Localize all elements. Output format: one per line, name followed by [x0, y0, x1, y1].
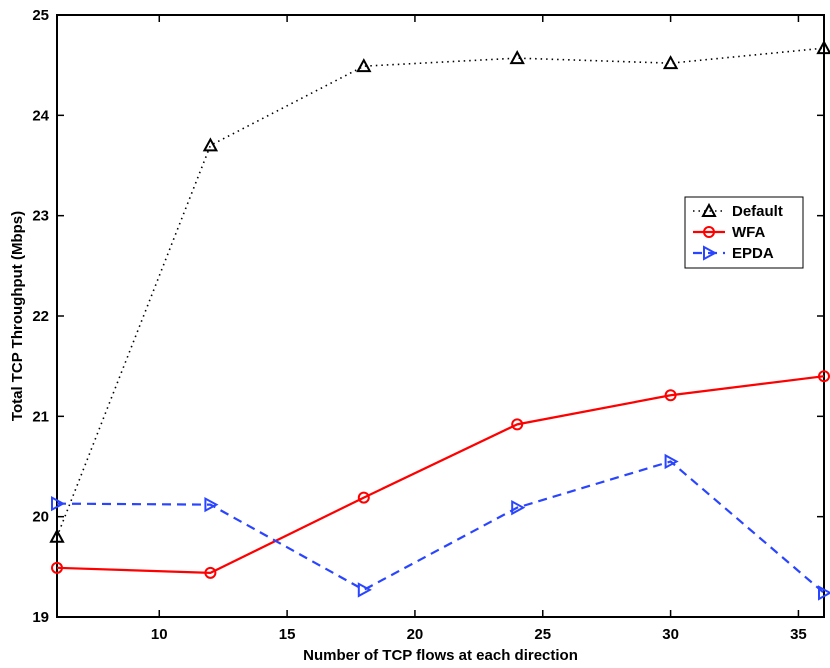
data-point-wfa	[51, 561, 63, 574]
x-tick-label: 35	[790, 626, 807, 643]
legend-label-wfa: WFA	[732, 224, 765, 241]
x-tick-label: 10	[151, 626, 168, 643]
legend-marker-epda	[703, 245, 718, 261]
data-point-wfa	[664, 389, 677, 402]
data-point-default	[816, 40, 830, 55]
x-tick-label: 15	[279, 626, 296, 643]
data-point-default	[49, 528, 65, 543]
data-point-epda	[818, 585, 830, 601]
series-epda	[51, 453, 830, 601]
y-tick-label: 19	[32, 609, 49, 626]
x-tick-label: 25	[534, 626, 551, 643]
legend-label-epda: EPDA	[732, 245, 774, 262]
data-point-default	[662, 55, 679, 70]
data-point-default	[202, 137, 219, 152]
y-tick-label: 20	[32, 509, 49, 526]
data-point-default	[509, 50, 525, 65]
axes	[56, 14, 825, 618]
y-tick-label: 21	[32, 408, 49, 425]
x-tick-label: 20	[407, 626, 424, 643]
plot-frame	[56, 14, 825, 618]
y-axis-title: Total TCP Throughput (Mbps)	[9, 211, 26, 421]
data-point-default	[356, 58, 372, 73]
data-point-epda	[357, 582, 372, 598]
data-point-epda	[204, 496, 219, 513]
data-point-wfa	[511, 418, 524, 431]
series-wfa	[51, 370, 830, 579]
data-point-wfa	[818, 370, 830, 383]
legend-label-default: Default	[732, 203, 783, 220]
legend-marker-default	[701, 202, 717, 217]
data-series	[49, 40, 830, 601]
legend: Default WFA EPDA	[684, 196, 804, 269]
series-default	[49, 40, 830, 543]
y-tick-label: 23	[32, 208, 49, 225]
data-point-epda	[511, 499, 526, 516]
data-point-wfa	[204, 566, 217, 579]
y-axis-ticks: 19 20 21 22 23 24 25	[32, 7, 824, 626]
data-point-epda	[51, 495, 66, 512]
data-point-wfa	[357, 491, 370, 504]
data-point-epda	[664, 453, 679, 470]
y-tick-label: 25	[32, 7, 49, 24]
x-axis-title: Number of TCP flows at each direction	[303, 647, 578, 664]
legend-marker-wfa	[703, 226, 715, 238]
y-tick-label: 22	[32, 308, 49, 325]
series-line-epda	[56, 460, 825, 594]
x-tick-label: 30	[662, 626, 679, 643]
y-tick-label: 24	[32, 107, 49, 124]
x-axis-ticks: 10 15 20 25 30 35	[151, 15, 807, 643]
series-line-default	[56, 47, 825, 538]
series-line-wfa	[56, 375, 825, 574]
